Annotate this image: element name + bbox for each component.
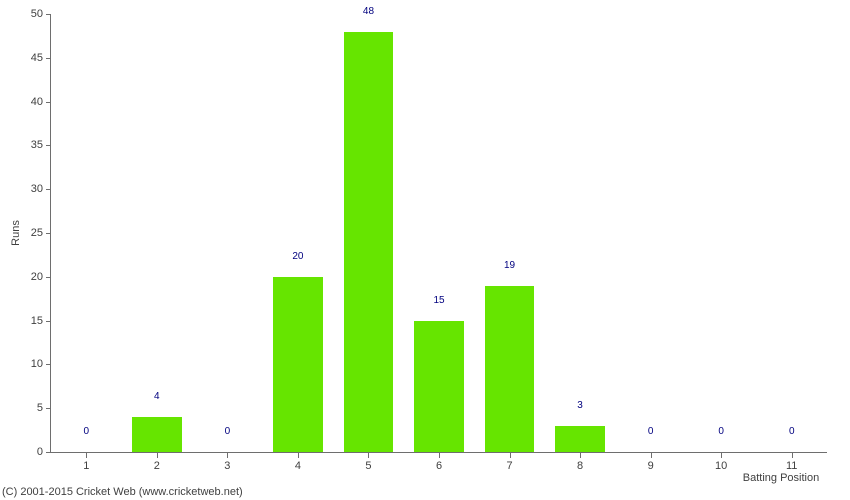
bar-value-label: 0 bbox=[789, 426, 795, 437]
y-tick-label: 40 bbox=[31, 96, 51, 108]
x-tick-label: 8 bbox=[577, 452, 583, 472]
bar-value-label: 19 bbox=[504, 260, 515, 271]
y-tick-label: 5 bbox=[37, 402, 51, 414]
x-tick-label: 11 bbox=[786, 452, 797, 472]
y-tick-label: 10 bbox=[31, 358, 51, 370]
bar-value-label: 4 bbox=[154, 391, 160, 402]
y-tick-label: 15 bbox=[31, 315, 51, 327]
bar-value-label: 15 bbox=[433, 295, 444, 306]
bar bbox=[555, 426, 604, 452]
y-tick-label: 30 bbox=[31, 183, 51, 195]
bar-value-label: 0 bbox=[718, 426, 724, 437]
x-tick-label: 4 bbox=[295, 452, 301, 472]
x-tick-label: 5 bbox=[365, 452, 371, 472]
bar-value-label: 0 bbox=[225, 426, 231, 437]
copyright-text: (C) 2001-2015 Cricket Web (www.cricketwe… bbox=[2, 486, 243, 498]
y-tick-label: 20 bbox=[31, 271, 51, 283]
x-tick-label: 7 bbox=[506, 452, 512, 472]
bar bbox=[344, 32, 393, 452]
bar-value-label: 20 bbox=[292, 251, 303, 262]
x-tick-label: 1 bbox=[83, 452, 89, 472]
bar-value-label: 0 bbox=[83, 426, 89, 437]
x-tick-label: 3 bbox=[224, 452, 230, 472]
bar-value-label: 48 bbox=[363, 6, 374, 17]
y-tick-label: 45 bbox=[31, 52, 51, 64]
bar-value-label: 0 bbox=[648, 426, 654, 437]
bar-value-label: 3 bbox=[577, 400, 583, 411]
y-tick-label: 0 bbox=[37, 446, 51, 458]
y-tick-label: 35 bbox=[31, 139, 51, 151]
x-tick-label: 2 bbox=[154, 452, 160, 472]
plot-area: 0510152025303540455010243042054861571983… bbox=[50, 14, 827, 453]
y-axis-label: Runs bbox=[10, 220, 22, 246]
bar bbox=[273, 277, 322, 452]
bar bbox=[132, 417, 181, 452]
bar bbox=[414, 321, 463, 452]
x-tick-label: 10 bbox=[715, 452, 727, 472]
x-tick-label: 9 bbox=[648, 452, 654, 472]
y-tick-label: 50 bbox=[31, 8, 51, 20]
bar bbox=[485, 286, 534, 452]
x-axis-label: Batting Position bbox=[743, 472, 819, 484]
x-tick-label: 6 bbox=[436, 452, 442, 472]
y-tick-label: 25 bbox=[31, 227, 51, 239]
runs-by-batting-position-chart: 0510152025303540455010243042054861571983… bbox=[0, 0, 850, 500]
